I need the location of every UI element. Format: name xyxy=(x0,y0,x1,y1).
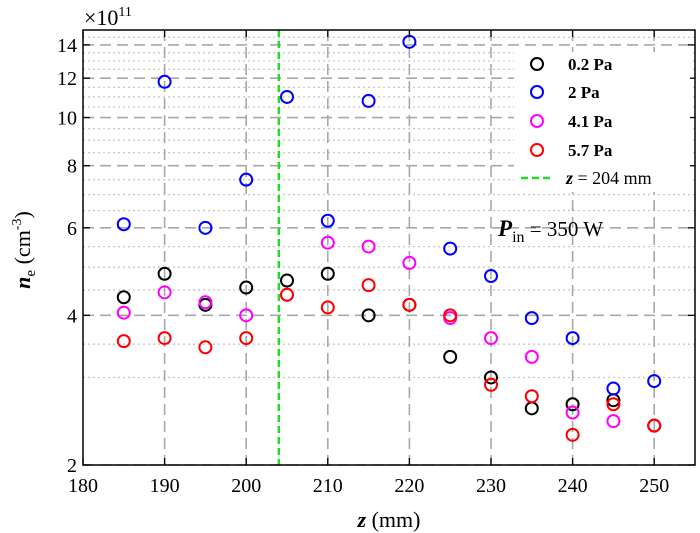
x-tick-label: 190 xyxy=(150,475,180,497)
data-point xyxy=(565,405,580,420)
axes: 180 190 200 210 220 230 240 250 2 4 6 8 10 12 14 xyxy=(57,29,696,497)
x-tick-label: 210 xyxy=(313,475,343,497)
data-point xyxy=(239,308,254,323)
data-point xyxy=(116,334,131,349)
data-point xyxy=(361,308,376,323)
data-point xyxy=(402,255,417,270)
legend-label-5-7-pa: 5.7 Pa xyxy=(568,141,613,160)
data-point xyxy=(280,287,294,302)
y-tick-label: 10 xyxy=(57,108,77,130)
data-point xyxy=(198,295,213,310)
data-point xyxy=(116,217,131,232)
legend-marker-4-1-pa xyxy=(530,114,544,128)
data-point xyxy=(361,93,376,108)
data-point xyxy=(524,311,539,326)
y-tick-label: 8 xyxy=(67,156,77,178)
data-point xyxy=(116,290,131,305)
data-point xyxy=(157,285,172,300)
data-point xyxy=(484,268,498,283)
legend-marker-0-2-pa xyxy=(530,57,544,71)
data-points xyxy=(116,34,662,442)
x-tick-label: 250 xyxy=(639,475,669,497)
data-point xyxy=(565,397,580,412)
y-tick-label: 12 xyxy=(57,68,77,90)
y-tick-label: 6 xyxy=(67,218,77,240)
data-point xyxy=(443,308,458,323)
data-point xyxy=(239,172,254,187)
data-point xyxy=(606,381,621,396)
legend: 0.2 Pa 2 Pa 4.1 Pa 5.7 Pa z = 204 mm xyxy=(514,52,690,192)
y-tick-label: 2 xyxy=(67,455,77,477)
x-axis-label: z (mm) xyxy=(357,507,421,532)
legend-label-2-pa: 2 Pa xyxy=(568,83,600,102)
x-tick-label: 180 xyxy=(68,475,98,497)
x-tick-label: 200 xyxy=(231,475,261,497)
data-point xyxy=(198,220,213,235)
power-annotation: Pin = 350 W xyxy=(497,216,603,246)
y-tick-label: 4 xyxy=(67,305,77,327)
y-tick-label: 14 xyxy=(57,35,77,57)
data-point xyxy=(524,349,539,364)
data-point xyxy=(157,266,172,281)
data-point xyxy=(361,239,376,254)
data-point xyxy=(484,370,498,385)
data-point xyxy=(647,374,662,389)
data-point xyxy=(320,235,335,250)
y-axis-label: ne (cm-3) xyxy=(10,211,39,289)
data-point xyxy=(565,427,580,442)
data-point xyxy=(239,280,254,295)
data-point xyxy=(606,397,621,412)
legend-marker-2-pa xyxy=(530,85,544,99)
data-point xyxy=(280,89,294,104)
data-point xyxy=(320,266,335,281)
data-point xyxy=(320,300,335,315)
y-axis-multiplier: ×1011 xyxy=(84,5,132,30)
data-point xyxy=(320,213,335,228)
data-point xyxy=(157,331,172,346)
data-point xyxy=(524,389,539,404)
legend-marker-5-7-pa xyxy=(530,143,544,157)
data-point xyxy=(239,331,254,346)
legend-label-4-1-pa: 4.1 Pa xyxy=(568,112,613,131)
plot-frame xyxy=(82,29,696,466)
x-tick-label: 230 xyxy=(476,475,506,497)
data-point xyxy=(606,414,621,429)
data-point xyxy=(565,331,580,346)
data-point xyxy=(402,297,417,312)
data-point xyxy=(443,241,458,256)
data-point xyxy=(647,418,662,433)
data-point xyxy=(484,331,498,346)
data-point xyxy=(157,74,172,89)
data-point xyxy=(484,377,498,392)
legend-label-0-2-pa: 0.2 Pa xyxy=(568,55,613,74)
data-point xyxy=(361,278,376,293)
data-point xyxy=(443,349,458,364)
data-point xyxy=(198,340,213,355)
x-tick-label: 220 xyxy=(394,475,424,497)
legend-label-reference-line: z = 204 mm xyxy=(565,168,652,188)
x-tick-label: 240 xyxy=(558,475,588,497)
data-point xyxy=(116,305,131,320)
data-point xyxy=(280,273,294,288)
